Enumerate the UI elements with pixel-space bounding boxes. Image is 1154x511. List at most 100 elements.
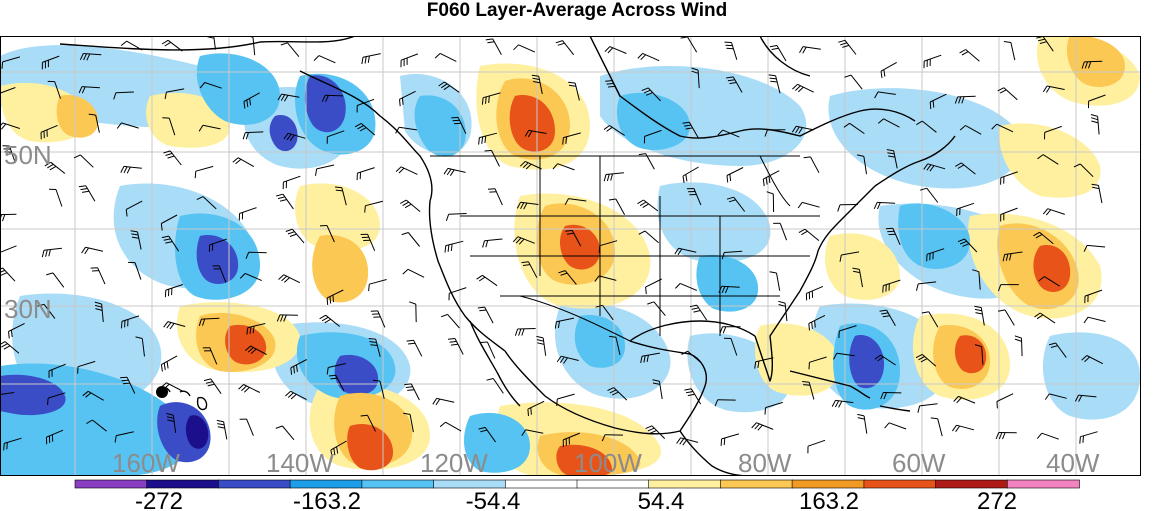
colorbar-swatch (146, 479, 220, 489)
wind-barb (524, 129, 547, 138)
wind-barb (250, 37, 256, 56)
wind-barb (486, 378, 504, 394)
colorbar-swatches (74, 479, 1080, 489)
wind-barb (399, 90, 416, 107)
wind-barb (194, 165, 214, 179)
colorbar-swatch (289, 479, 363, 489)
wind-barb (527, 400, 545, 417)
wind-barb (439, 421, 462, 432)
wind-barb (313, 55, 336, 64)
wind-barb (957, 238, 978, 253)
colorbar-label-5: 163.2 (799, 488, 859, 511)
wind-barb (923, 54, 942, 69)
wind-barb (882, 279, 901, 293)
wind-barb (877, 118, 900, 128)
wind-barb (434, 52, 457, 62)
wind-barb (372, 379, 385, 399)
wind-barb (120, 165, 142, 174)
wind-barb (41, 55, 60, 70)
wind-barb (443, 167, 466, 176)
wind-barb (487, 188, 503, 206)
wind-barb (326, 289, 344, 305)
lon-label-120w: 120W (420, 448, 488, 476)
wind-barb (512, 236, 535, 245)
lon-label-60w: 60W (892, 448, 946, 476)
wind-barb (720, 433, 740, 446)
wind-barb (198, 124, 221, 132)
wind-barb (78, 185, 96, 202)
wind-barb (640, 352, 660, 364)
wind-barb (113, 91, 134, 100)
wind-barb (8, 322, 25, 339)
wind-barb (1034, 312, 1056, 324)
wind-barb (160, 382, 183, 392)
wind-barb (674, 247, 697, 256)
lon-label-100w: 100W (574, 448, 642, 476)
wind-barb (401, 232, 420, 247)
wind-barb (164, 88, 185, 100)
wind-barb (356, 98, 375, 113)
colorbar-swatch (361, 479, 435, 489)
wind-barb (232, 157, 255, 168)
wind-barb (285, 390, 307, 401)
wind-barb (440, 313, 460, 329)
wind-barb (166, 413, 177, 433)
wind-barb (1073, 163, 1094, 178)
wind-barb (239, 418, 254, 436)
wind-barb (275, 425, 295, 441)
wind-barb (82, 390, 104, 401)
wind-barb (873, 201, 896, 210)
wind-barb (164, 284, 184, 298)
wind-barb (645, 278, 662, 295)
wind-barb (476, 274, 498, 287)
wind-barb (1036, 432, 1059, 440)
wind-barb (689, 304, 708, 321)
wind-barb (1088, 94, 1106, 109)
wind-barb (798, 228, 820, 241)
wind-barb (484, 149, 500, 167)
wind-barb (684, 388, 702, 405)
wind-barb (723, 337, 738, 356)
wind-barb (885, 227, 901, 245)
wind-barb (480, 341, 496, 359)
wind-barb (1, 245, 17, 253)
lat-labels: 50N 30N (4, 140, 52, 324)
colorbar-label-4: 54.4 (638, 488, 685, 511)
wind-barb (48, 363, 66, 378)
wind-barb (833, 352, 855, 360)
wind-barb (334, 186, 347, 206)
wind-barb (114, 431, 134, 443)
wind-barb (792, 83, 814, 93)
wind-barb (290, 359, 307, 375)
wind-barb (1, 392, 15, 395)
wind-barb (1038, 276, 1060, 287)
wind-barb (2, 145, 16, 164)
wind-barb (48, 188, 63, 207)
wind-barb (81, 246, 104, 255)
wind-barb (997, 284, 1019, 292)
wind-barb (726, 167, 744, 183)
wind-barb (955, 162, 976, 175)
wind-barb (802, 381, 815, 400)
wind-barb (1036, 37, 1054, 52)
wind-barb (1, 56, 21, 69)
wind-barb (601, 434, 624, 442)
wind-barb (808, 356, 827, 370)
wind-barb (558, 270, 577, 285)
wind-barb (564, 198, 587, 205)
wind-barb (565, 229, 582, 247)
wind-barb (954, 95, 976, 104)
wind-barb (1, 341, 20, 354)
wind-barb (130, 230, 142, 250)
lon-label-80w: 80W (738, 448, 792, 476)
wind-barb (243, 92, 260, 109)
wind-barb (726, 196, 746, 212)
wind-barb (370, 310, 386, 328)
wind-barb (432, 397, 455, 406)
wind-barb (880, 392, 902, 400)
wind-barb (930, 417, 943, 437)
lon-labels: 160W 140W 120W 100W 80W 60W 40W (112, 448, 1100, 476)
wind-barb (536, 335, 547, 356)
wind-barb (485, 38, 502, 55)
wind-barb (516, 201, 539, 210)
